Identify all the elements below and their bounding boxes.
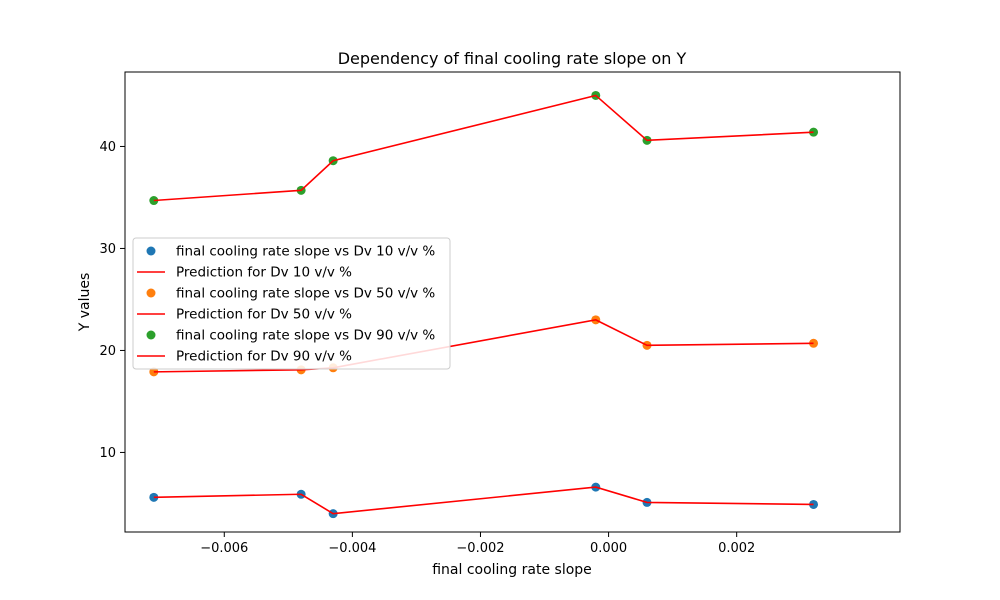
prediction-line: [153, 319, 814, 373]
legend-label: final cooling rate slope vs Dv 50 v/v %: [176, 286, 435, 302]
legend-label: Prediction for Dv 10 v/v %: [176, 265, 352, 281]
x-tick-label: 0.002: [718, 541, 755, 556]
legend-marker: [146, 246, 156, 256]
legend-marker: [146, 288, 156, 298]
legend-label: final cooling rate slope vs Dv 90 v/v %: [176, 328, 435, 344]
legend-label: final cooling rate slope vs Dv 10 v/v %: [176, 244, 435, 260]
y-tick-label: 10: [99, 446, 116, 461]
legend: final cooling rate slope vs Dv 10 v/v % P…: [132, 237, 451, 370]
scatter-point: [809, 338, 819, 348]
legend-label: Prediction for Dv 50 v/v %: [176, 307, 352, 323]
x-tick-label: 0.000: [590, 541, 627, 556]
x-axis-title: final cooling rate slope: [432, 562, 592, 578]
x-axis: −0.006 −0.004 −0.002 0.000 0.002: [200, 532, 755, 556]
plot-frame: [124, 71, 901, 533]
y-axis-title: Y values: [77, 273, 93, 333]
scatter-point: [809, 127, 819, 137]
legend-marker: [146, 330, 156, 340]
x-tick-label: −0.002: [456, 541, 504, 556]
y-tick-label: 30: [99, 242, 116, 257]
y-tick-label: 20: [99, 344, 116, 359]
scatter-point: [809, 499, 819, 509]
plot-area: [149, 90, 819, 519]
legend-box: [132, 237, 451, 370]
prediction-line: [153, 486, 814, 515]
x-tick-label: −0.006: [200, 541, 248, 556]
chart-title: Dependency of final cooling rate slope o…: [338, 49, 687, 68]
y-tick-label: 40: [99, 140, 116, 155]
legend-label: Prediction for Dv 90 v/v %: [176, 349, 352, 365]
y-axis: 10 20 30 40: [99, 140, 125, 461]
prediction-line: [153, 94, 814, 202]
x-tick-label: −0.004: [328, 541, 376, 556]
